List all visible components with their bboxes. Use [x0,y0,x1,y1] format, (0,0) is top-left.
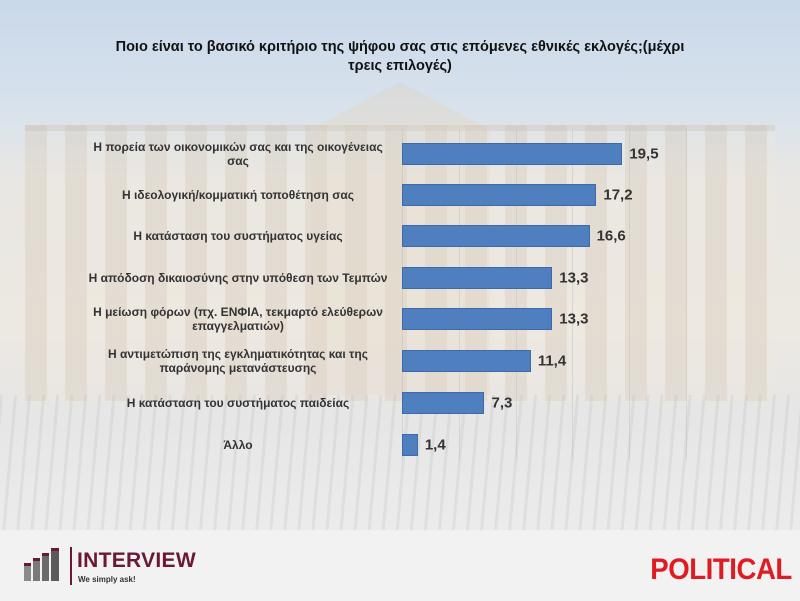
logo-divider [70,547,72,585]
bar [402,184,597,206]
bar-label: Η απόδοση δικαιοσύνης στην υπόθεση των Τ… [88,271,388,285]
building-facade [25,125,775,401]
bar-label: Η ιδεολογική/κομματική τοποθέτηση σας [121,188,355,202]
bar-steps-logo-icon [24,548,59,581]
bar-chart: Η πορεία των οικονομικών σας και της οικ… [0,130,800,467]
bar-value-label: 19,5 [629,145,659,163]
footer-band [0,530,800,601]
interview-logo-name: INTERVIEW [77,549,196,572]
bar-row: Η πορεία των οικονομικών σας και της οικ… [0,132,800,176]
bar [402,143,623,165]
gridline [629,130,630,460]
bar-row: Η αντιμετώπιση της εγκληματικότητας και … [0,339,800,383]
bar-label: Η πορεία των οικονομικών σας και της οικ… [93,140,383,168]
bar-value-label: 7,3 [491,394,513,412]
bar-row: Η μείωση φόρων (πχ. ΕΝΦΙΑ, τεκμαρτό ελεύ… [0,297,800,341]
gridline [459,130,460,460]
bar-label: Η κατάσταση του συστήματος παιδείας [126,396,350,410]
bar [402,392,485,414]
bar [402,308,553,330]
bar-value-label: 16,6 [596,227,626,245]
interview-logo-tagline: We simply ask! [78,575,136,584]
bar [402,350,531,372]
square-ground [0,395,800,535]
political-logo: POLITICAL [650,553,792,586]
chart-title-line-2: τρεις επιλογές) [348,58,452,74]
bar-value-label: 17,2 [603,186,633,204]
gridline [516,130,517,460]
gridline [686,130,687,460]
bar-value-label: 1,4 [424,436,446,454]
bar-label: Η μείωση φόρων (πχ. ΕΝΦΙΑ, τεκμαρτό ελεύ… [93,305,383,333]
bar [402,267,553,289]
bar-value-label: 13,3 [559,269,589,287]
bar-row: Άλλο 1,4 [0,423,800,467]
chart-title: Ποιο είναι το βασικό κριτήριο της ψήφου … [100,38,700,76]
bar-row: Η κατάσταση του συστήματος υγείας 16,6 [0,214,800,258]
gridline [402,130,403,460]
chart-title-line-1: Ποιο είναι το βασικό κριτήριο της ψήφου … [115,39,685,55]
bar-label: Η κατάσταση του συστήματος υγείας [133,229,343,243]
bar-row: Η απόδοση δικαιοσύνης στην υπόθεση των Τ… [0,256,800,300]
bar [402,225,590,247]
interview-logo: INTERVIEW We simply ask! [22,545,202,591]
bar [402,434,418,456]
bar-value-label: 11,4 [537,352,567,370]
bar-row: Η ιδεολογική/κομματική τοποθέτηση σας 17… [0,173,800,217]
bar-label: Η αντιμετώπιση της εγκληματικότητας και … [108,347,368,375]
bar-row: Η κατάσταση του συστήματος παιδείας 7,3 [0,381,800,425]
bar-label: Άλλο [223,438,253,452]
bar-value-label: 13,3 [559,310,589,328]
gridline [572,130,573,460]
